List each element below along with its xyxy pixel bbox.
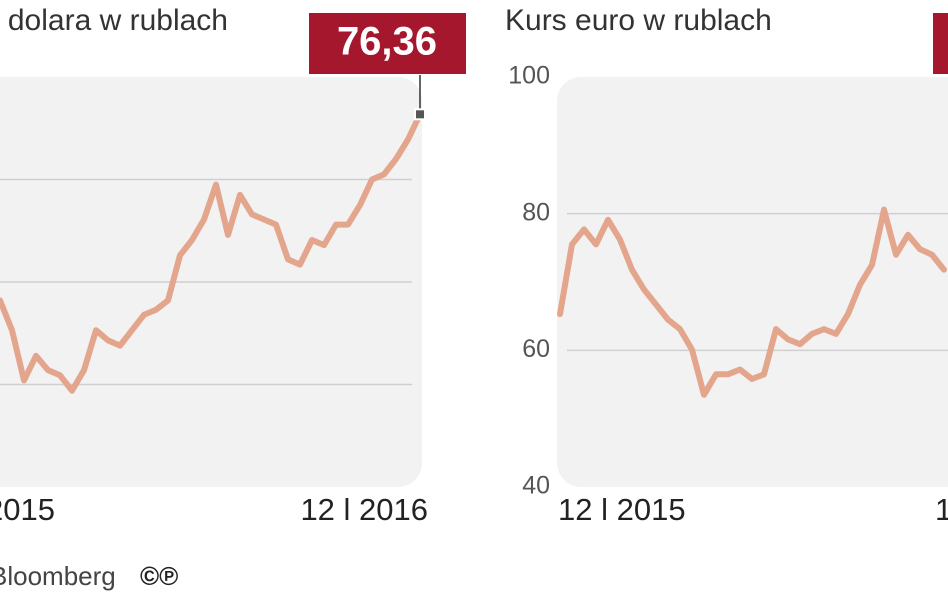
- value-label: 76,36: [337, 20, 437, 64]
- y-tick-label: 40: [522, 472, 550, 500]
- plot-area: [557, 77, 948, 487]
- value-box: [307, 11, 468, 76]
- license: ©℗: [140, 561, 178, 591]
- value-box: [931, 11, 948, 76]
- y-tick-label: 100: [508, 62, 550, 90]
- line-chart: Kurs euro w rublach 40 60 80 100 12 l 2015 12 …: [505, 4, 948, 527]
- end-marker: [414, 108, 426, 121]
- line-chart: Kurs dolara w rublach405060708012 l 2015…: [0, 4, 468, 527]
- x-tick-label: 12 l 2016: [300, 492, 428, 527]
- data-line: [0, 111, 423, 394]
- x-tick-label: 12 l 2015: [558, 492, 686, 527]
- x-tick-label: 12 l 2015: [0, 492, 55, 527]
- data-line: [557, 206, 947, 398]
- chart-title: Kurs dolara w rublach: [0, 4, 228, 37]
- x-tick-label: 12 l 2016: [935, 492, 948, 527]
- charts: Kurs dolara w rublach405060708012 l 2015…: [0, 4, 948, 527]
- source: Bloomberg: [0, 561, 116, 591]
- y-tick-label: 80: [522, 198, 550, 226]
- y-tick-label: 60: [522, 335, 550, 363]
- chart-title: Kurs euro w rublach: [505, 4, 772, 37]
